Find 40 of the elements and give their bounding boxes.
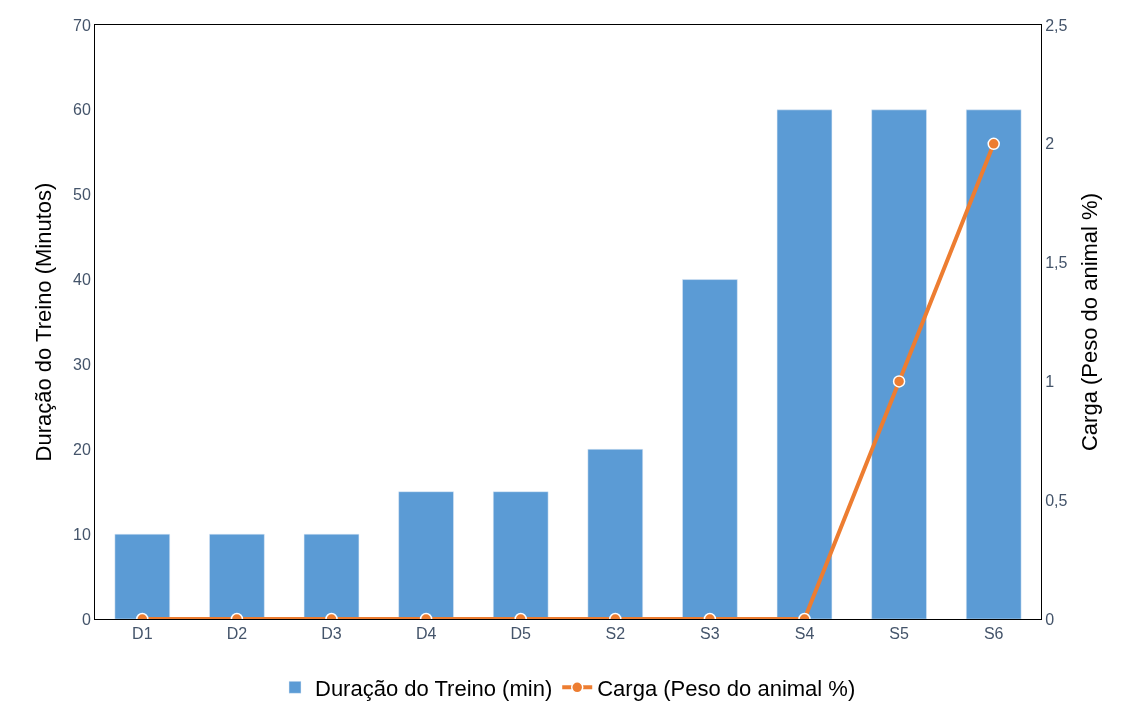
y-tick-label: 20: [73, 440, 91, 458]
x-tick-label: S6: [983, 625, 1004, 643]
bar: [776, 109, 833, 619]
y2-tick-label: 1: [1045, 373, 1055, 390]
x-tick-label: S4: [794, 625, 815, 643]
y-tick-label: 60: [73, 101, 91, 119]
x-tick-label: S3: [700, 625, 720, 643]
x-tick-label: S5: [889, 625, 909, 643]
x-tick-label: D3: [321, 625, 342, 643]
y2-axis-title: Carga (Peso do animal %): [1077, 192, 1103, 452]
y2-tick-label: 2,5: [1045, 16, 1068, 34]
bar: [209, 533, 265, 619]
legend-label: Duração do Treino (min): [315, 675, 553, 701]
y-tick-label: 40: [73, 271, 91, 289]
bar: [303, 533, 360, 619]
y2-tick-label: 2: [1045, 135, 1055, 153]
y-tick-label: 50: [73, 186, 91, 204]
x-tick-label: D2: [226, 625, 248, 643]
point: [987, 137, 1000, 151]
y2-tick-label: 1,5: [1045, 254, 1068, 272]
bar: [682, 279, 738, 619]
y-tick-label: 30: [73, 356, 91, 374]
x-tick-label: D4: [415, 625, 437, 643]
x-tick-label: D1: [132, 625, 153, 643]
y-axis-title: Duração do Treino (Minutos): [30, 182, 56, 462]
bar: [398, 491, 454, 619]
y2-tick-label: 0: [1045, 610, 1055, 628]
y2-tick-label: 0,5: [1045, 491, 1068, 509]
legend-label: Carga (Peso do animal %): [597, 675, 856, 701]
point: [892, 375, 906, 388]
bar: [493, 491, 549, 619]
y-tick-label: 70: [73, 16, 91, 34]
bar: [114, 533, 170, 619]
bar: [871, 109, 927, 619]
x-tick-label: S2: [605, 625, 626, 643]
bar: [587, 449, 643, 619]
y-tick-label: 0: [81, 610, 91, 628]
y-tick-label: 10: [73, 525, 91, 543]
x-tick-label: D5: [510, 625, 532, 643]
bar: [966, 109, 1022, 619]
